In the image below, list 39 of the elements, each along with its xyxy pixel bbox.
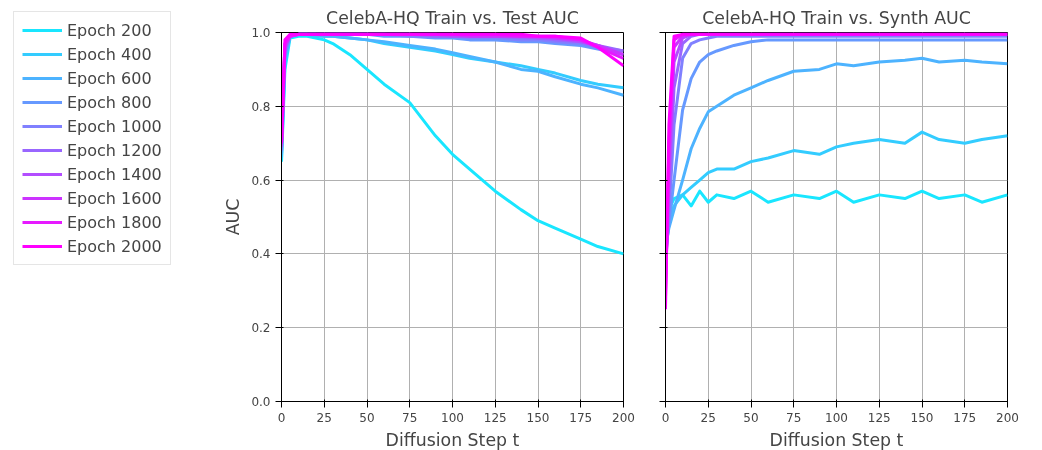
x-tick-label: 75 (402, 410, 418, 425)
x-tick-label: 175 (569, 410, 593, 425)
legend-label: Epoch 600 (67, 68, 152, 88)
x-axis-title: Diffusion Step t (385, 429, 520, 450)
x-tick-label: 25 (316, 410, 332, 425)
x-tick-label: 75 (786, 410, 802, 425)
legend-label: Epoch 200 (67, 20, 152, 40)
x-tick-label: 0 (277, 410, 286, 425)
legend-label: Epoch 1000 (67, 116, 162, 136)
x-tick-label: 200 (612, 410, 635, 425)
chart-title: CelebA-HQ Train vs. Synth AUC (702, 7, 971, 28)
legend-label: Epoch 400 (67, 44, 152, 64)
y-tick-label: 0.8 (251, 99, 271, 114)
x-tick-label: 125 (483, 410, 507, 425)
legend-label: Epoch 1600 (67, 188, 162, 208)
x-tick-label: 50 (359, 410, 375, 425)
y-tick-label: 0.6 (251, 173, 271, 188)
y-tick-label: 0.0 (251, 395, 271, 409)
x-tick-label: 50 (743, 410, 759, 425)
x-tick-label: 150 (526, 410, 550, 425)
x-axis-title: Diffusion Step t (769, 429, 904, 450)
legend-label: Epoch 1400 (67, 164, 162, 184)
chart-title: CelebA-HQ Train vs. Test AUC (326, 7, 579, 28)
legend-label: Epoch 2000 (67, 236, 162, 256)
y-tick-label: 0.2 (251, 321, 271, 336)
x-tick-label: 200 (996, 410, 1019, 425)
x-tick-label: 100 (825, 410, 848, 425)
legend-label: Epoch 800 (67, 92, 152, 112)
y-axis-title: AUC (223, 198, 244, 236)
y-tick-label: 1.0 (251, 26, 271, 40)
x-tick-label: 100 (441, 410, 464, 425)
legend-label: Epoch 1200 (67, 140, 162, 160)
x-tick-label: 125 (867, 410, 891, 425)
legend-label: Epoch 1800 (67, 212, 162, 232)
x-tick-label: 150 (910, 410, 934, 425)
x-tick-label: 25 (700, 410, 716, 425)
x-tick-label: 0 (661, 410, 670, 425)
y-tick-label: 0.4 (251, 247, 271, 262)
x-tick-label: 175 (953, 410, 977, 425)
